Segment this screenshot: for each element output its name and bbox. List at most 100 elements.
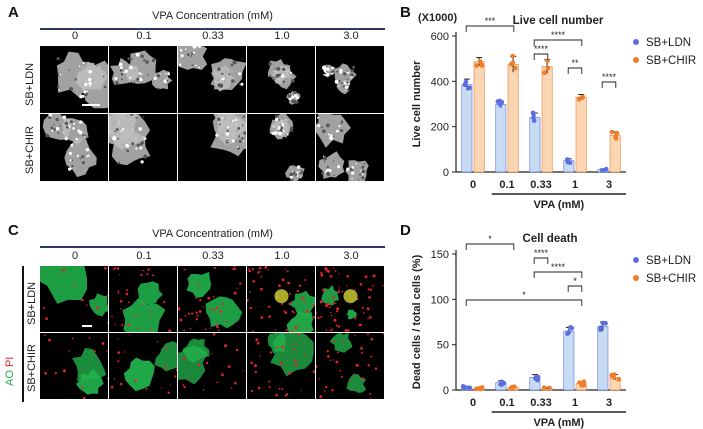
- data-point: [531, 111, 536, 116]
- bar-sb-chir-0.33: [541, 66, 553, 173]
- x-tick-label: 0.33: [530, 397, 551, 409]
- significance-bracket: [465, 25, 515, 32]
- stain-ao-label: AO: [4, 370, 16, 386]
- data-point: [567, 160, 573, 165]
- panel-letter-a: A: [8, 4, 19, 21]
- data-point: [474, 63, 479, 68]
- data-point: [510, 53, 515, 59]
- data-point: [609, 129, 615, 135]
- data-point: [510, 384, 515, 390]
- bar-sb-chir-3: [609, 134, 621, 173]
- bar-sb-ldn-0.1: [495, 104, 507, 173]
- data-point: [611, 372, 617, 377]
- significance-label: **: [571, 58, 579, 68]
- y-tick-label: 100: [431, 294, 449, 306]
- significance-bracket: [567, 285, 583, 292]
- bar-sb-ldn-3: [597, 326, 609, 391]
- data-point: [598, 327, 603, 332]
- legend-label-sb-chir: SB+CHIR: [646, 273, 696, 285]
- y-tick-label: 0: [443, 385, 449, 397]
- panel-c-side-rule: [22, 266, 24, 402]
- column-label-0.33: 0.33: [202, 30, 224, 42]
- y-tick-label: 200: [431, 122, 449, 134]
- micrograph-sb-ldn-3.0: [316, 46, 384, 113]
- micrograph-sb-ldn-0.33: [178, 46, 246, 113]
- x-tick-label: 0.1: [499, 397, 514, 409]
- x-tick-label: 3: [606, 179, 612, 191]
- significance-label: ****: [551, 262, 566, 272]
- micrograph-sb-chir-0: [40, 114, 108, 181]
- panel-c-header-rule: [40, 246, 385, 248]
- x-tick-label: 1: [572, 179, 578, 191]
- y-tick-label: 0: [443, 167, 449, 179]
- scale-bar: [82, 104, 100, 106]
- scale-bar: [82, 325, 92, 327]
- significance-bracket: [465, 243, 515, 250]
- significance-label: ****: [602, 72, 617, 82]
- micrograph-sb-ldn-0: [40, 46, 108, 113]
- legend-label-sb-ldn: SB+LDN: [646, 37, 691, 49]
- column-label-1.0: 1.0: [274, 250, 290, 262]
- micrograph-sb-chir-1.0: [247, 333, 315, 399]
- micrograph-sb-chir-0.1: [109, 114, 177, 181]
- panel-a-header-rule: [40, 28, 385, 30]
- y-tick-label: 150: [431, 249, 449, 261]
- micrograph-sb-chir-3.0: [316, 114, 384, 181]
- data-point: [577, 380, 582, 385]
- legend-label-sb-ldn: SB+LDN: [646, 255, 691, 267]
- chart-plot: Live cell number 0 200 400 600 Live cell numb…: [411, 15, 696, 211]
- y-axis-label: Live cell number: [411, 60, 423, 148]
- y-tick-label: 400: [431, 76, 449, 88]
- data-point: [616, 377, 621, 382]
- micrograph-sb-ldn-0.1: [109, 266, 177, 332]
- data-point: [613, 134, 618, 140]
- x-axis-label: VPA (mM): [533, 417, 584, 429]
- data-point: [462, 82, 468, 87]
- stain-pi-label: PI: [4, 356, 16, 368]
- significance-label: *: [573, 276, 577, 286]
- bar-sb-chir-1: [575, 96, 587, 173]
- data-point: [499, 100, 504, 105]
- panel-letter-d: D: [400, 222, 411, 239]
- data-point: [501, 380, 507, 386]
- chart-live-cell-number: Live cell number 0 200 400 600 Live cell numb…: [411, 15, 696, 211]
- significance-label: ***: [485, 16, 496, 26]
- x-tick-label: 0: [470, 179, 476, 191]
- row-label-sb-chir: SB+CHIR: [26, 344, 38, 392]
- data-point: [508, 62, 514, 67]
- y-tick-label: 50: [437, 340, 449, 352]
- micrograph-sb-ldn-3.0: [316, 266, 384, 332]
- column-label-0.33: 0.33: [202, 250, 224, 262]
- bar-sb-ldn-1: [563, 330, 575, 391]
- column-label-0.1: 0.1: [136, 250, 152, 262]
- chart-b-multiplier: (X1000): [418, 12, 458, 24]
- data-point: [547, 385, 552, 391]
- data-point: [600, 320, 606, 326]
- panel-letter-b: B: [400, 4, 411, 21]
- micrograph-sb-chir-1.0: [247, 114, 315, 181]
- bar-sb-chir-0.1: [507, 64, 519, 173]
- column-label-3.0: 3.0: [343, 250, 359, 262]
- chart-title: Cell death: [523, 233, 578, 245]
- chart-cell-death: Cell death 0 50 100 150 Dead cells / total ce…: [411, 233, 696, 429]
- column-label-0: 0: [71, 30, 79, 42]
- legend-label-sb-chir: SB+CHIR: [646, 55, 696, 67]
- data-point: [614, 130, 620, 136]
- data-point: [478, 386, 483, 392]
- legend-marker-sb-chir: [633, 57, 639, 63]
- legend-marker-sb-chir: [633, 275, 639, 281]
- data-point: [463, 385, 469, 390]
- x-tick-label: 0: [470, 397, 476, 409]
- micrograph-sb-chir-0.1: [109, 333, 177, 399]
- micrograph-sb-chir-0.33: [178, 333, 246, 399]
- panel-letter-c: C: [8, 222, 19, 239]
- legend-marker-sb-ldn: [633, 39, 639, 45]
- micrograph-sb-ldn-1.0: [247, 46, 315, 113]
- x-tick-label: 0.33: [530, 179, 551, 191]
- data-point: [581, 379, 587, 384]
- data-point: [565, 331, 570, 336]
- x-tick-label: 1: [572, 397, 578, 409]
- y-tick-label: 600: [431, 31, 449, 43]
- significance-label: ****: [534, 44, 549, 54]
- data-point: [576, 97, 582, 102]
